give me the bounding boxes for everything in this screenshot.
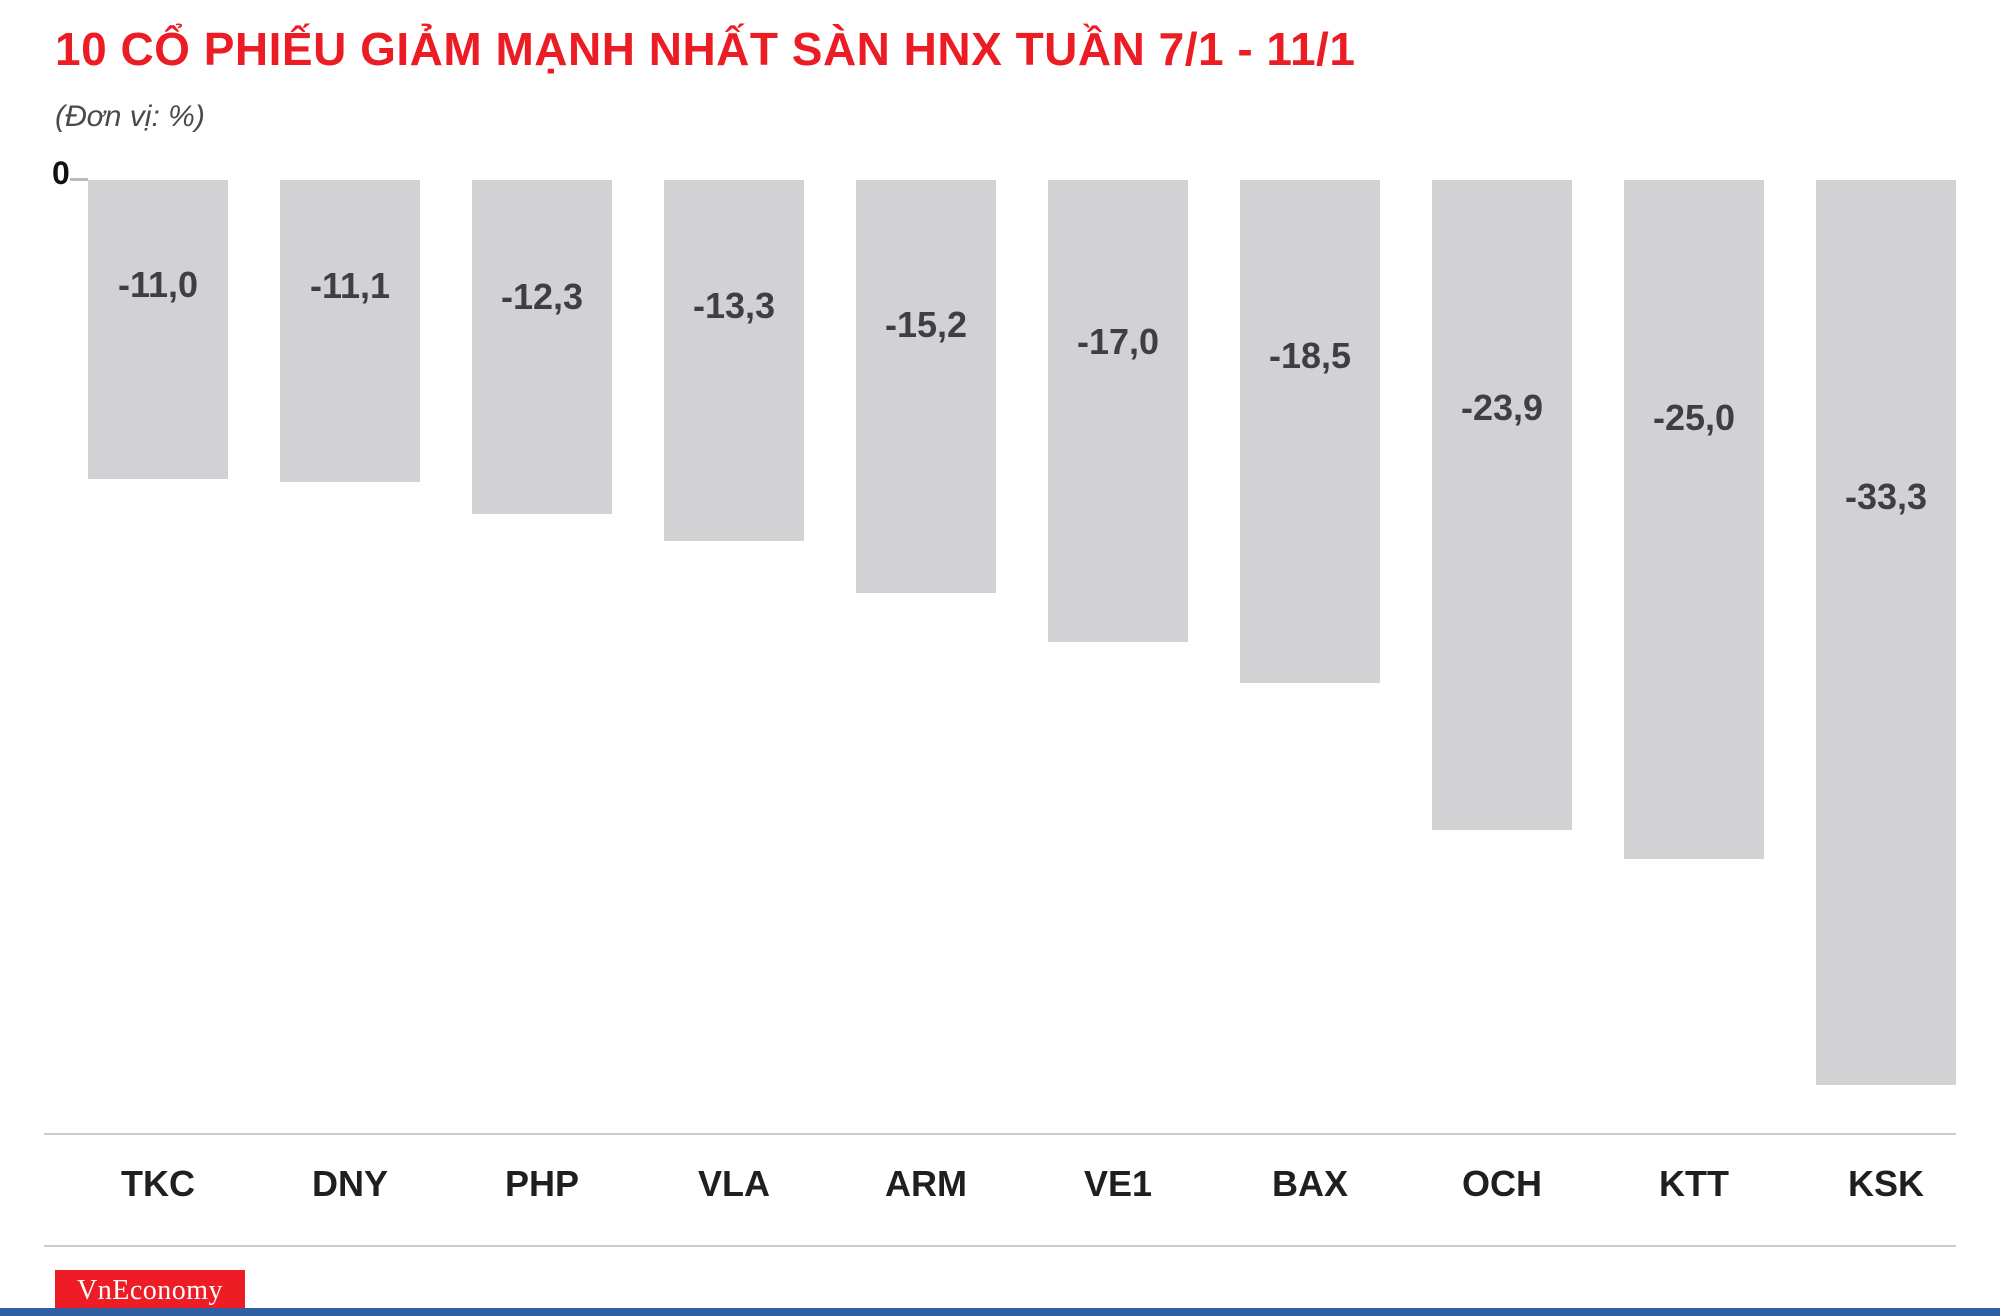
bar-column: -13,3 <box>664 180 804 541</box>
category-label: ARM <box>885 1163 967 1204</box>
category-label: OCH <box>1462 1163 1542 1204</box>
bar: -11,0 <box>88 180 228 479</box>
bar-column: -17,0 <box>1048 180 1188 642</box>
separator-line-bottom <box>44 1245 1956 1247</box>
bar: -17,0 <box>1048 180 1188 642</box>
bar: -13,3 <box>664 180 804 541</box>
bar: -18,5 <box>1240 180 1380 683</box>
bar-column: -18,5 <box>1240 180 1380 683</box>
category-label: DNY <box>311 1163 388 1204</box>
bar: -23,9 <box>1432 180 1572 830</box>
bar-value-label: -12,3 <box>500 275 584 317</box>
category-labels: TKC DNY PHP VLA ARM VE1 BAX OCH KTT KSK <box>88 1163 1956 1205</box>
bar: -12,3 <box>472 180 612 514</box>
category-label: KSK <box>1847 1163 1924 1204</box>
bar-chart: -11,0 -11,1 -12,3 -13,3 -15,2 -17,0 -18,5 -23,9… <box>88 180 1956 1135</box>
category-label: VLA <box>698 1163 770 1204</box>
bar: -25,0 <box>1624 180 1764 859</box>
bar-value-label: -18,5 <box>1268 335 1352 377</box>
bar-column: -23,9 <box>1432 180 1572 830</box>
category-label: KTT <box>1659 1163 1729 1204</box>
bar-value-label: -25,0 <box>1652 396 1736 438</box>
bar-value-label: -17,0 <box>1076 320 1160 362</box>
category-label: BAX <box>1271 1163 1348 1204</box>
footer-accent-bar <box>0 1308 2000 1316</box>
bar: -33,3 <box>1816 180 1956 1085</box>
bar-value-label: -33,3 <box>1844 475 1928 517</box>
bar: -15,2 <box>856 180 996 593</box>
bar-value-label: -11,0 <box>117 263 199 305</box>
bar-value-label: -23,9 <box>1460 386 1544 428</box>
bar-column: -25,0 <box>1624 180 1764 859</box>
bar: -11,1 <box>280 180 420 482</box>
page-title: 10 CỔ PHIẾU GIẢM MẠNH NHẤT SÀN HNX TUẦN … <box>55 23 1356 75</box>
bar-value-label: -15,2 <box>884 303 968 345</box>
separator-line-top <box>44 1133 1956 1135</box>
bar-column: -11,0 <box>88 180 228 479</box>
unit-label: (Đơn vị: %) <box>55 100 205 133</box>
bar-column: -12,3 <box>472 180 612 514</box>
bar-column: -11,1 <box>280 180 420 482</box>
brand-logo: VnEconomy <box>55 1270 246 1314</box>
bar-value-label: -13,3 <box>692 285 776 327</box>
bar-column: -15,2 <box>856 180 996 593</box>
bar-value-label: -11,1 <box>309 264 391 306</box>
zero-axis-tick <box>70 178 88 181</box>
category-label: TKC <box>121 1163 195 1204</box>
category-label: VE1 <box>1083 1163 1153 1204</box>
zero-axis-label: 0 <box>52 155 70 191</box>
bar-column: -33,3 <box>1816 180 1956 1085</box>
category-label: PHP <box>504 1163 580 1204</box>
